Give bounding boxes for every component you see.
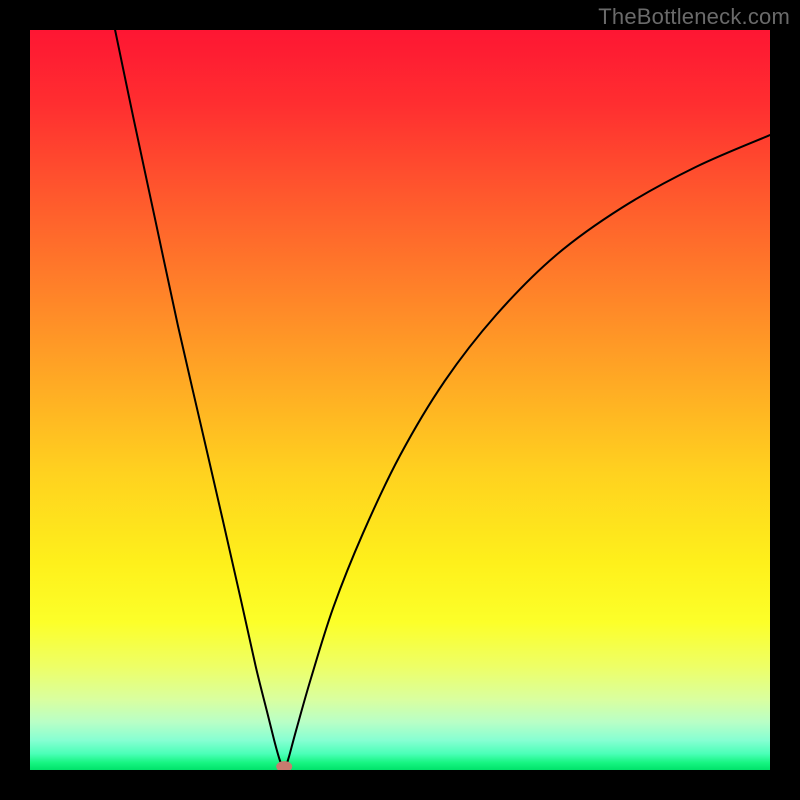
watermark-text: TheBottleneck.com xyxy=(598,4,790,30)
plot-area xyxy=(30,30,770,770)
outer-frame: TheBottleneck.com xyxy=(0,0,800,800)
chart-svg xyxy=(30,30,770,770)
gradient-background xyxy=(30,30,770,770)
